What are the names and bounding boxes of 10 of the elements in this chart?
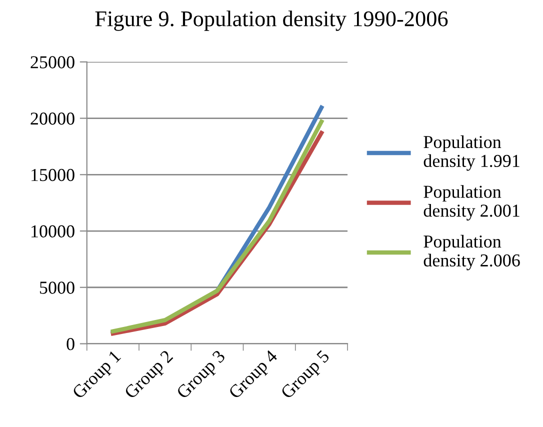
y-tick-label: 25000 <box>30 56 74 68</box>
y-tick-label: 10000 <box>32 225 74 238</box>
y-tick-label: 5000 <box>40 282 74 294</box>
legend-label: Population density 1.991 <box>424 135 520 171</box>
legend-label: Population density 2.006 <box>424 234 520 270</box>
legend-label: Population density 2.001 <box>424 185 520 220</box>
chart-title: Figure 9. Population density 1990-2006 <box>95 10 448 31</box>
y-tick-label: 0 <box>66 338 74 350</box>
y-tick-label: 20000 <box>30 112 74 125</box>
y-tick-label: 15000 <box>32 168 74 182</box>
